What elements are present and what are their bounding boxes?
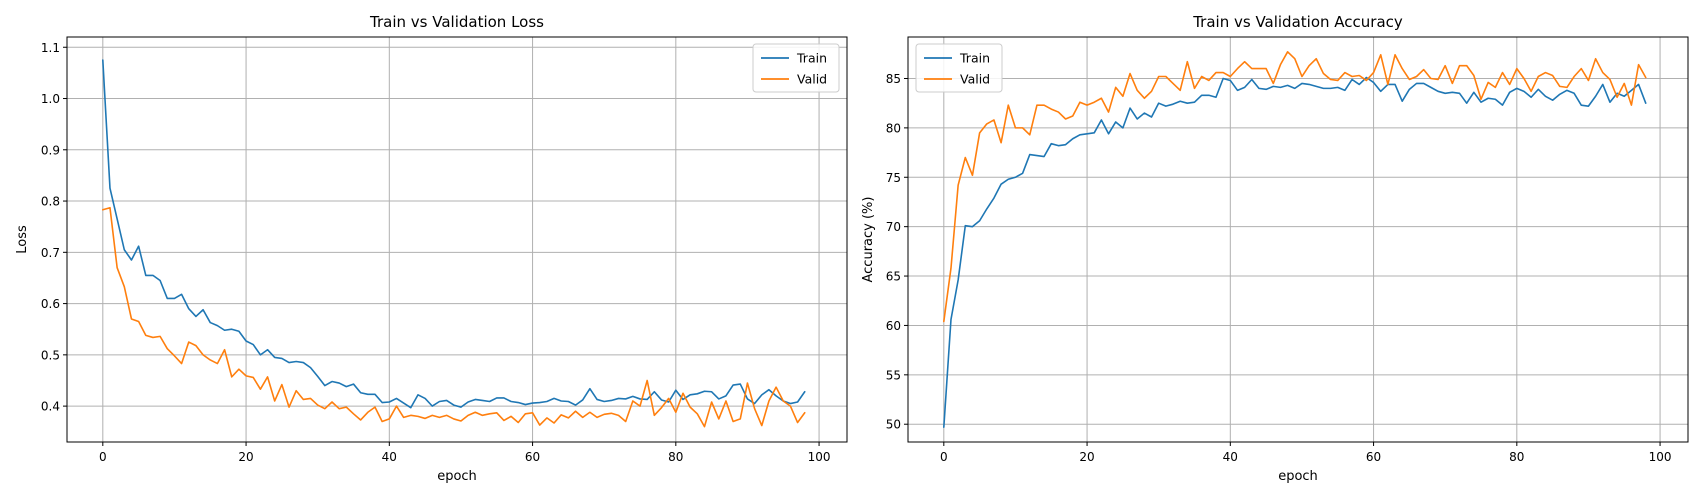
legend-label-train: Train [959,51,990,66]
loss-chart: 0 20 40 60 80 100 0.4 0.5 0.6 0.7 0.8 0.9 1.0 1.1 Trai… [15,13,848,484]
x-tick-label: 100 [808,450,831,464]
series-line-train [102,59,806,409]
x-tick-label: 100 [1649,450,1672,464]
x-tick-label: 0 [940,450,948,464]
y-tick-label: 1.1 [41,41,60,55]
grid [908,37,1688,442]
axes-frame [907,36,1689,443]
series-line-valid [102,206,806,428]
x-tick-label: 80 [1509,450,1524,464]
y-tick-label: 80 [886,121,901,135]
accuracy-chart: 0 20 40 60 80 100 50 55 60 65 70 75 80 85 Train vs Val… [861,13,1689,484]
y-tick-label: 0.9 [41,143,60,157]
y-tick-label: 0.6 [41,297,60,311]
y-axis-label: Accuracy (%) [861,197,876,283]
x-tick-label: 20 [1079,450,1094,464]
x-tick-label: 40 [382,450,397,464]
y-tick-label: 0.4 [41,400,60,414]
y-tick-label: 60 [886,319,901,333]
series-line-valid [943,51,1647,323]
y-tick-label: 0.7 [41,246,60,260]
x-tick-label: 40 [1223,450,1238,464]
legend-label-valid: Valid [797,72,827,87]
legend-box [915,43,1003,93]
x-axis-label: epoch [1278,469,1318,484]
axes-frame [66,36,848,443]
legend-label-valid: Valid [960,72,990,87]
y-tick-label: 55 [886,368,901,382]
x-tick-label: 80 [668,450,683,464]
y-tick-label: 65 [886,270,901,284]
x-tick-label: 60 [1366,450,1381,464]
legend-label-train: Train [796,51,827,66]
x-tick-label: 0 [99,450,107,464]
grid [67,37,847,442]
chart-title: Train vs Validation Loss [369,13,544,31]
chart-title: Train vs Validation Accuracy [1192,13,1403,31]
y-tick-label: 85 [886,72,901,86]
y-tick-label: 75 [886,171,901,185]
y-axis-label: Loss [15,225,30,254]
series-line-train [943,76,1647,428]
x-tick-label: 60 [525,450,540,464]
legend: Train Valid [752,43,840,93]
y-tick-label: 1.0 [41,92,60,106]
x-tick-label: 20 [238,450,253,464]
y-tick-label: 70 [886,220,901,234]
legend: Train Valid [915,43,1003,93]
y-tick-label: 0.5 [41,348,60,362]
legend-box [752,43,840,93]
y-tick-label: 50 [886,418,901,432]
y-tick-label: 0.8 [41,195,60,209]
x-axis-label: epoch [437,469,477,484]
